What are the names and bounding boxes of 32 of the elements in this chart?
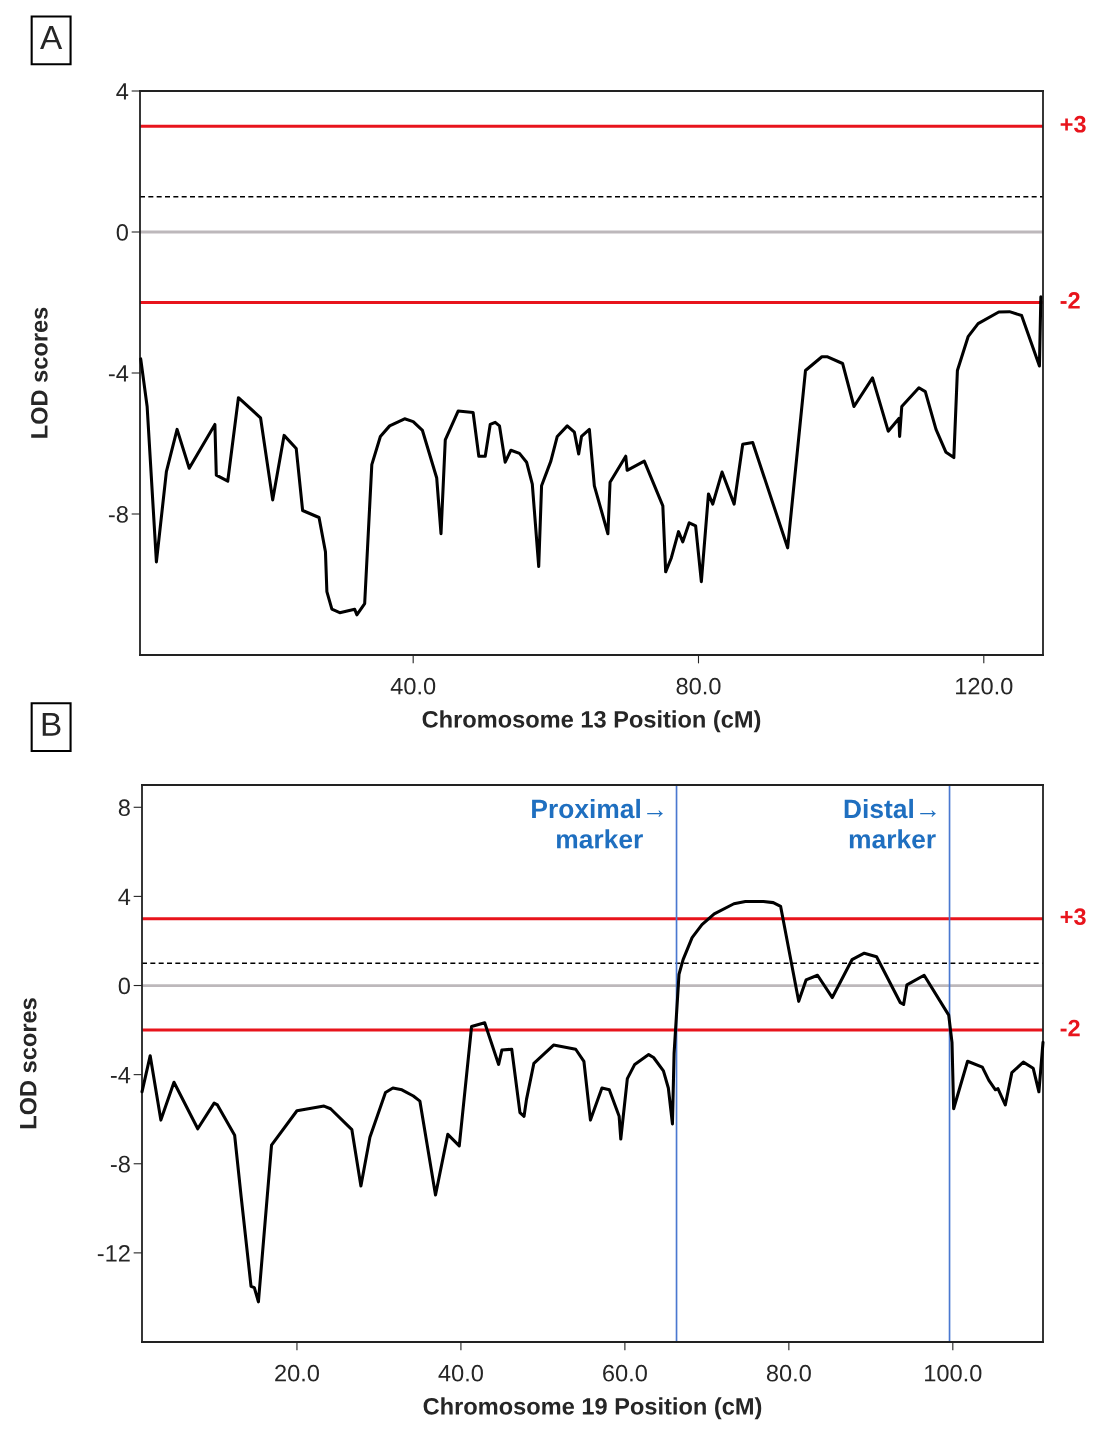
x-tick-label: 40.0	[390, 677, 436, 695]
ref-line-label: +3	[1060, 115, 1086, 133]
line-series	[139, 295, 1043, 617]
y-tick-label: -4	[110, 1066, 131, 1084]
ref-line-label: Proximal→ marker	[532, 798, 663, 849]
y-tick-label: -8	[108, 506, 128, 523]
ref-line-label: -2	[1060, 292, 1080, 309]
x-tick-label: 20.0	[275, 1364, 319, 1382]
y-axis-title: LOD scores	[30, 307, 48, 438]
x-tick-label: 100.0	[925, 1364, 982, 1382]
x-tick-label: 40.0	[438, 1364, 483, 1382]
line-series	[140, 899, 1045, 1304]
x-tick-label: 60.0	[603, 1364, 647, 1382]
y-tick-label: 4	[118, 888, 131, 905]
y-tick-label: 0	[118, 977, 130, 995]
chart-title: B	[42, 712, 61, 736]
ref-line-label: -2	[1060, 1019, 1080, 1037]
x-axis-title: Chromosome 19 Position (cM)	[423, 1397, 762, 1420]
x-axis-title: Chromosome 13 Position (cM)	[422, 710, 761, 733]
x-tick-label: 80.0	[676, 677, 721, 695]
x-tick-label: 120.0	[956, 677, 1013, 695]
y-tick-label: 8	[118, 799, 130, 817]
ref-line-label: Distal→ marker	[844, 798, 936, 849]
y-tick-label: -12	[97, 1244, 130, 1262]
ref-line-label: +3	[1060, 908, 1086, 926]
y-tick-label: 0	[116, 224, 128, 241]
y-axis-title: LOD scores	[19, 998, 37, 1129]
x-tick-label: 80.0	[766, 1364, 811, 1382]
y-tick-label: 4	[116, 83, 129, 100]
chart-title: A	[40, 26, 63, 50]
y-tick-label: -4	[108, 365, 129, 382]
y-tick-label: -8	[110, 1155, 130, 1173]
